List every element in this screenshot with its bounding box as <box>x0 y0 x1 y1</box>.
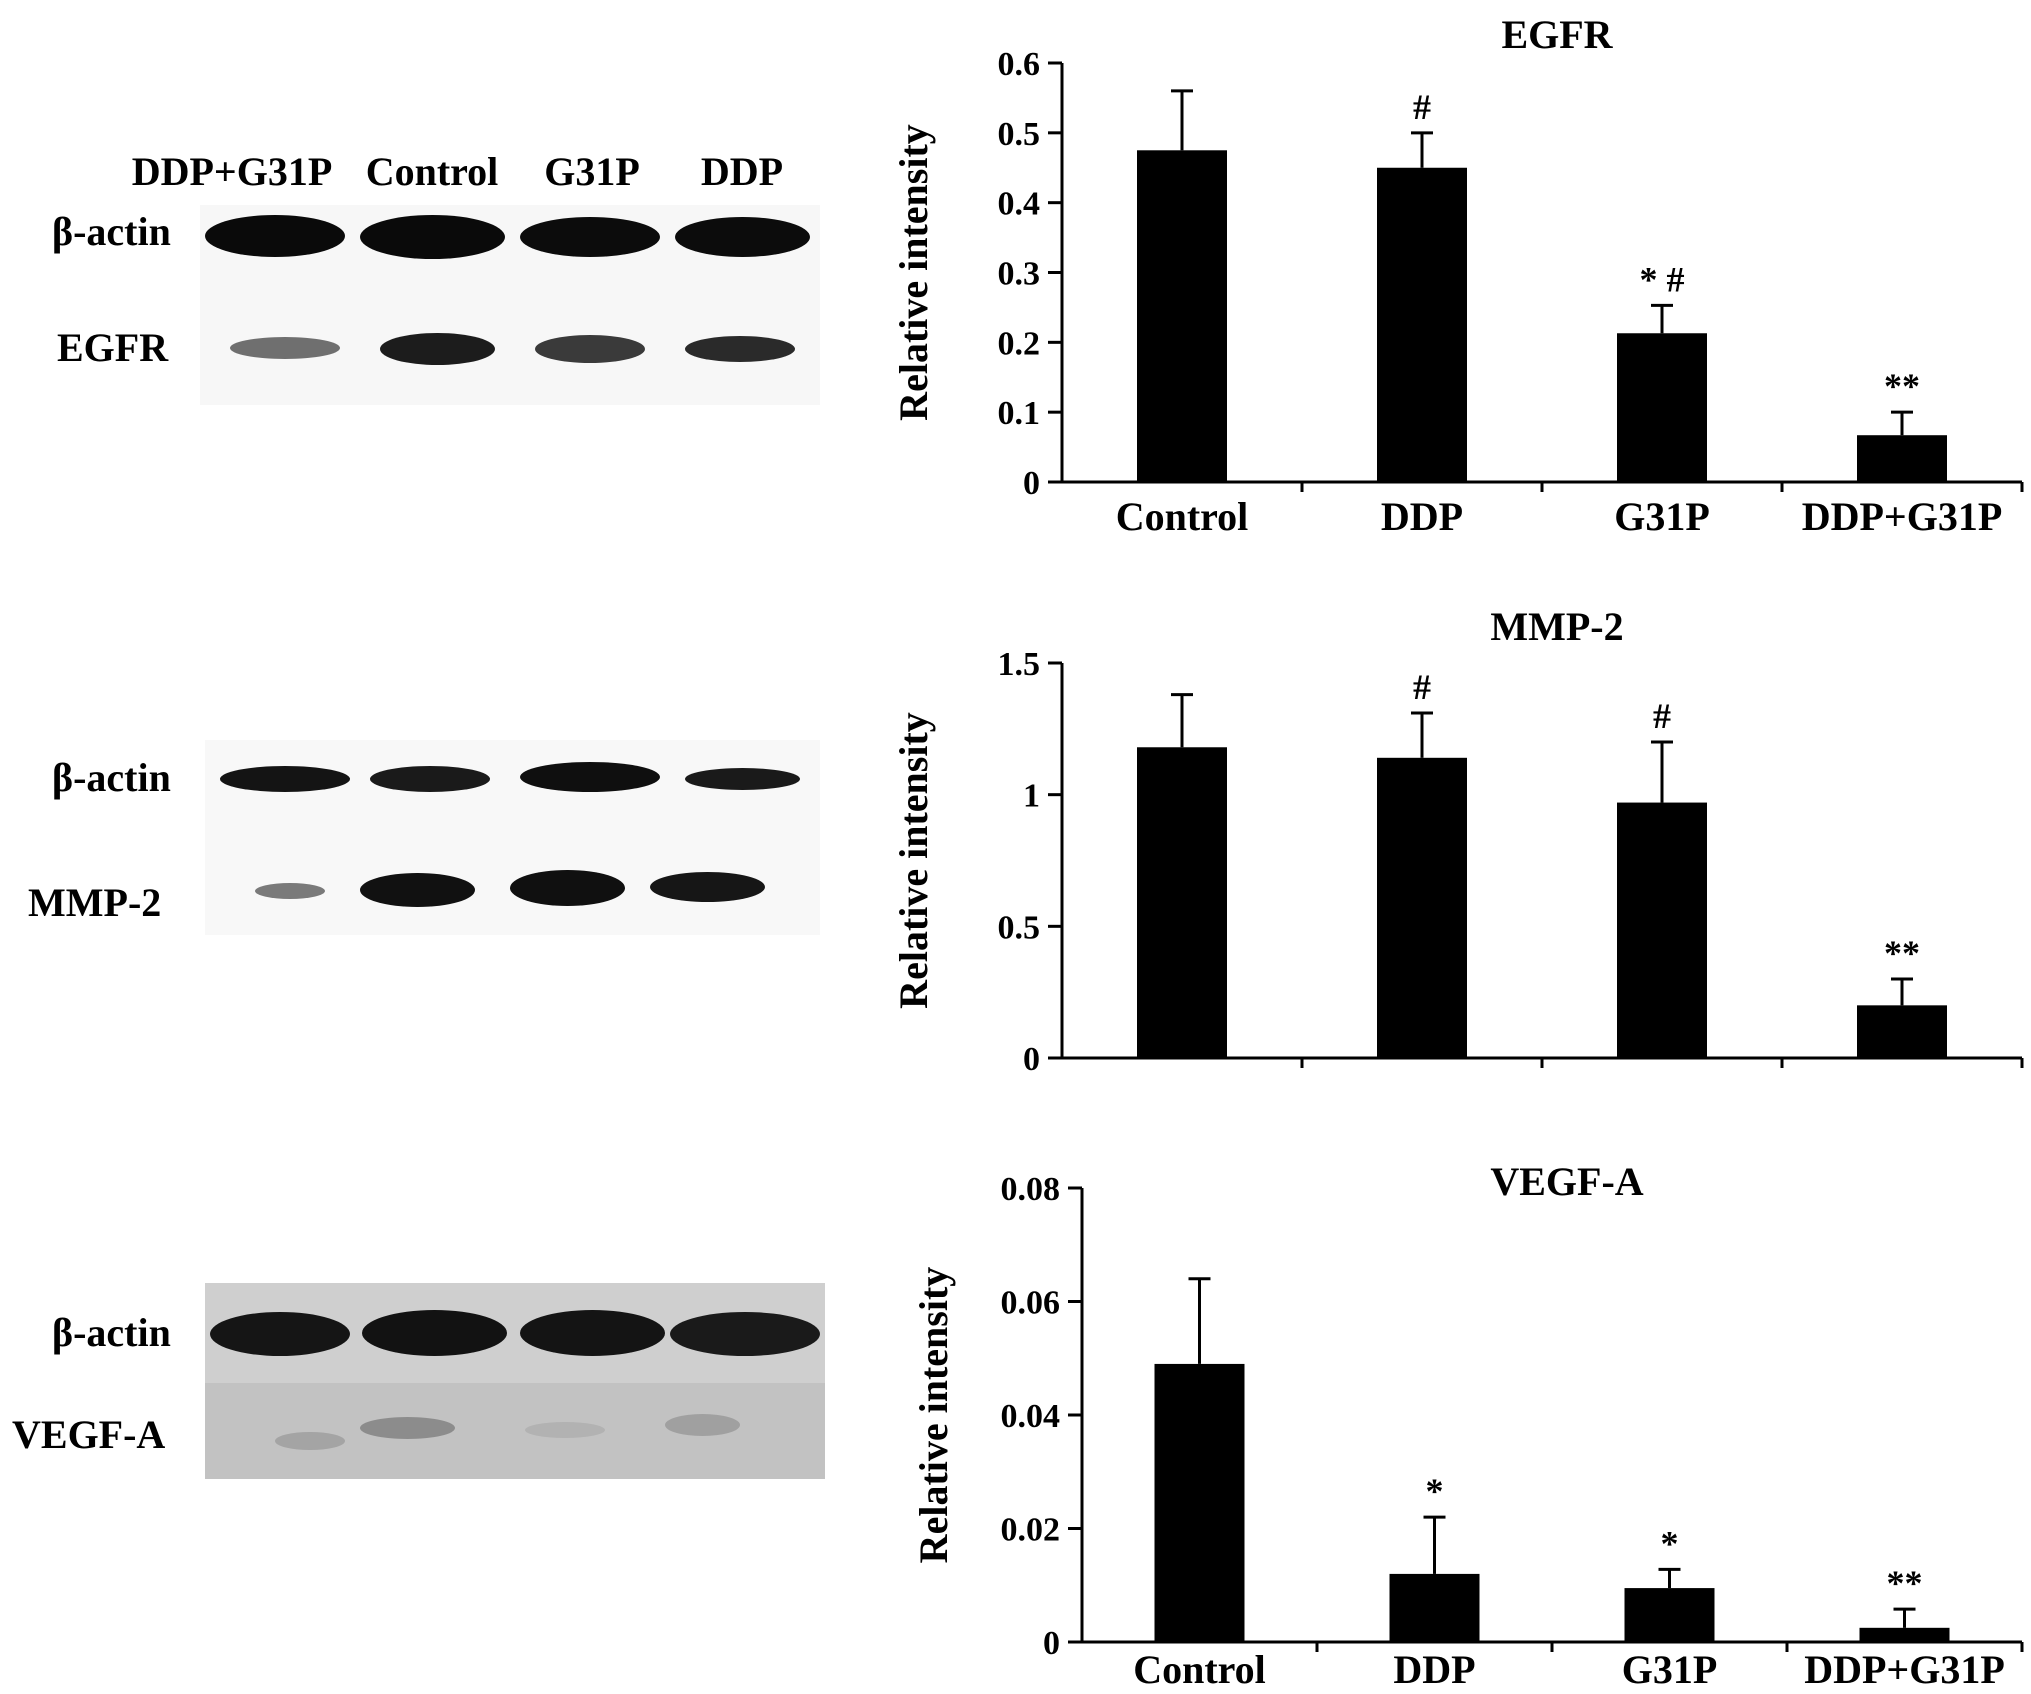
band <box>205 215 345 257</box>
y-tick-label: 0.1 <box>998 395 1041 432</box>
y-tick-label: 0 <box>1023 1041 1040 1078</box>
x-tick-label: G31P <box>1614 494 1710 539</box>
band <box>210 1312 350 1356</box>
bar <box>1377 167 1467 482</box>
band <box>362 1310 507 1356</box>
band <box>520 1310 665 1356</box>
bar <box>1624 1588 1715 1642</box>
x-tick-label: DDP <box>1381 494 1463 539</box>
bar <box>1617 333 1707 482</box>
bar <box>1137 150 1227 482</box>
band <box>520 762 660 792</box>
band <box>370 766 490 792</box>
chart-title: EGFR <box>1501 12 1613 57</box>
y-tick-label: 0.5 <box>998 116 1041 153</box>
significance-marker: # <box>1413 667 1431 707</box>
y-tick-label: 0.4 <box>998 186 1041 223</box>
y-tick-label: 0.04 <box>1001 1398 1061 1435</box>
bar <box>1857 1005 1947 1058</box>
band <box>220 766 350 792</box>
y-tick-label: 0.02 <box>1001 1512 1061 1549</box>
band <box>360 873 475 907</box>
significance-marker: * <box>1426 1471 1444 1511</box>
significance-marker: * <box>1661 1523 1679 1563</box>
blot-row-label: β-actin <box>52 209 171 254</box>
lane-header: DDP+G31P <box>131 149 333 194</box>
lane-header: DDP <box>700 149 784 194</box>
chart-title: VEGF-A <box>1490 1159 1643 1204</box>
x-tick-label: DDP+G31P <box>1804 1647 2005 1692</box>
y-axis-label: Relative intensity <box>891 712 936 1009</box>
x-tick-label: G31P <box>1622 1647 1718 1692</box>
band <box>275 1432 345 1450</box>
y-tick-label: 0.08 <box>1001 1171 1061 1208</box>
blot-row-label: EGFR <box>57 325 169 370</box>
x-tick-label: DDP+G31P <box>1802 494 2003 539</box>
band <box>525 1422 605 1438</box>
bar <box>1617 802 1707 1058</box>
y-axis-label: Relative intensity <box>891 124 936 421</box>
bar <box>1154 1363 1245 1642</box>
band <box>360 215 505 259</box>
band <box>665 1414 740 1436</box>
band <box>685 768 800 790</box>
x-tick-label: Control <box>1133 1647 1266 1692</box>
bar <box>1859 1627 1950 1642</box>
bar <box>1389 1573 1480 1642</box>
y-tick-label: 0.6 <box>998 46 1041 83</box>
lane-header: G31P <box>544 149 640 194</box>
significance-marker: # <box>1653 696 1671 736</box>
y-tick-label: 0 <box>1043 1625 1060 1662</box>
y-tick-label: 0.06 <box>1001 1285 1061 1322</box>
bar <box>1377 757 1467 1058</box>
band <box>380 333 495 365</box>
y-tick-label: 0.3 <box>998 256 1041 293</box>
blot-row-label: β-actin <box>52 755 171 800</box>
chart-title: MMP-2 <box>1490 604 1623 649</box>
y-tick-label: 0 <box>1023 465 1040 502</box>
band <box>230 337 340 359</box>
band <box>360 1417 455 1439</box>
y-tick-label: 0.5 <box>998 909 1041 946</box>
significance-marker: * # <box>1640 259 1685 299</box>
lane-header: Control <box>365 149 499 194</box>
blot-row-label: β-actin <box>52 1310 171 1355</box>
band <box>255 883 325 899</box>
significance-marker: # <box>1413 87 1431 127</box>
significance-marker: ** <box>1884 933 1920 973</box>
band <box>675 217 810 257</box>
blot-row-label: VEGF-A <box>12 1412 166 1457</box>
significance-marker: ** <box>1884 366 1920 406</box>
blot-row-label: MMP-2 <box>28 880 162 925</box>
band <box>670 1312 820 1356</box>
bar <box>1857 435 1947 482</box>
y-tick-label: 1 <box>1023 778 1040 815</box>
bar <box>1137 747 1227 1058</box>
significance-marker: ** <box>1887 1563 1923 1603</box>
band <box>685 336 795 362</box>
band <box>535 335 645 363</box>
y-tick-label: 1.5 <box>998 646 1041 683</box>
band <box>520 217 660 257</box>
x-tick-label: Control <box>1116 494 1249 539</box>
y-axis-label: Relative intensity <box>911 1267 956 1564</box>
x-tick-label: DDP <box>1393 1647 1475 1692</box>
band <box>650 872 765 902</box>
band <box>510 870 625 906</box>
y-tick-label: 0.2 <box>998 325 1041 362</box>
